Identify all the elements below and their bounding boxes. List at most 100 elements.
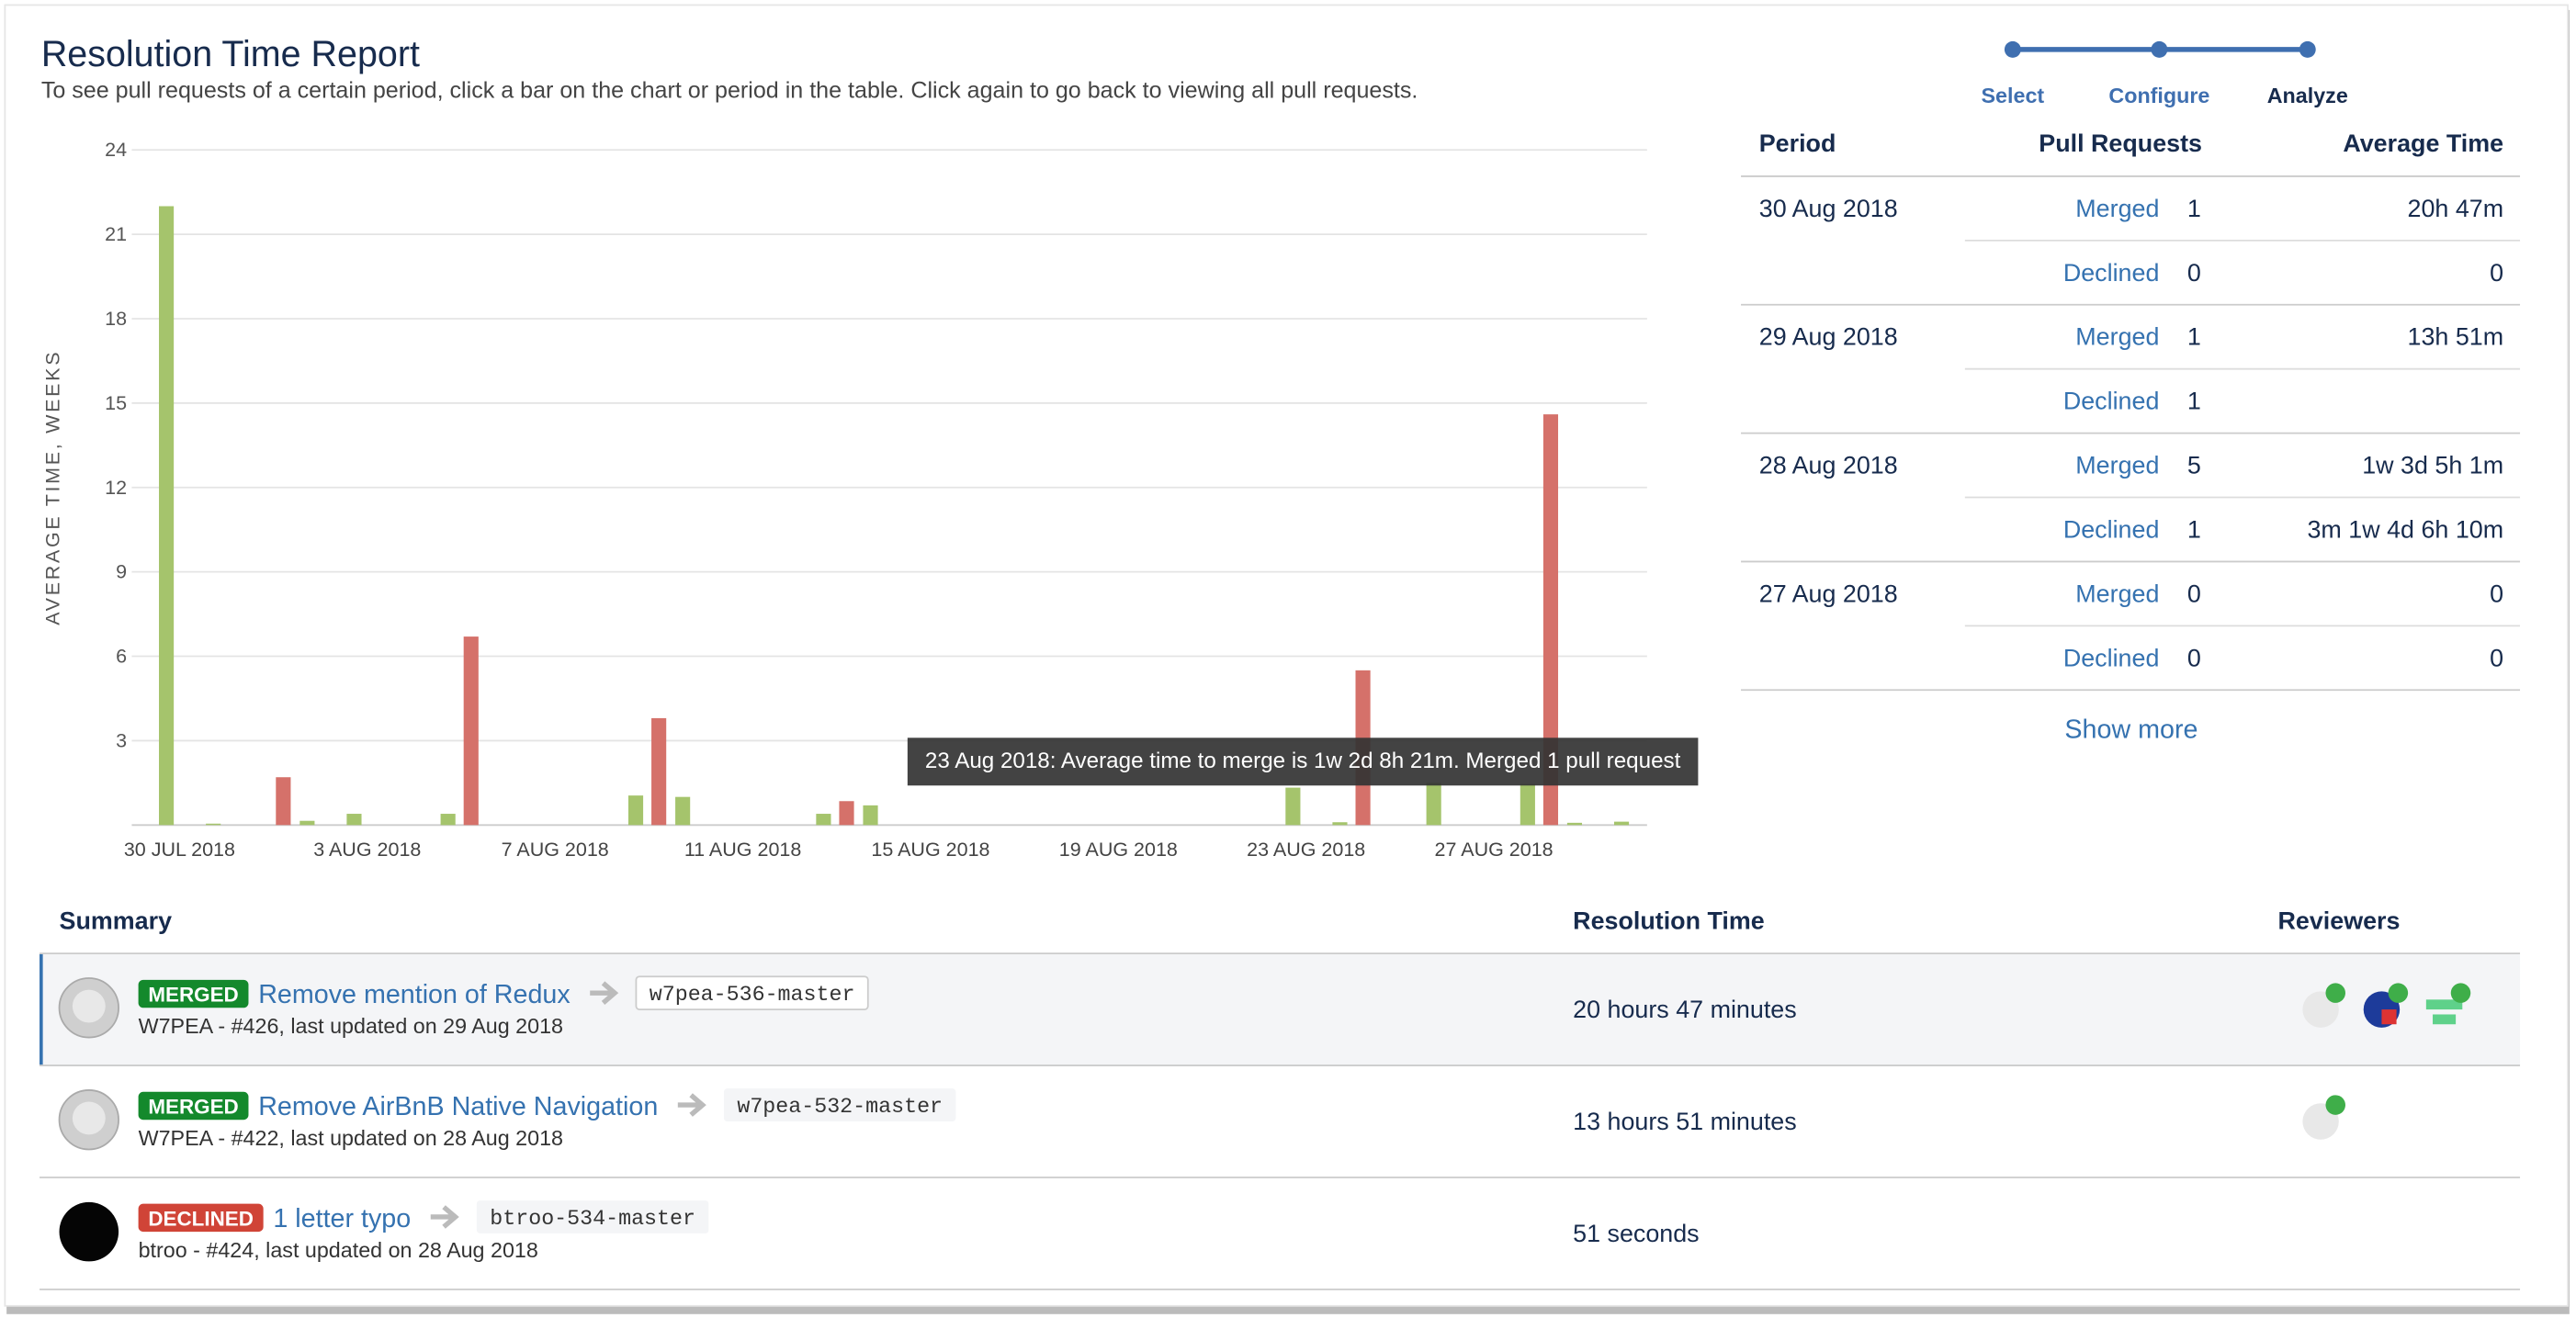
period-table: Period Pull Requests Average Time 30 Aug 20… [1741,130,2521,744]
pr-title[interactable]: Remove AirBnB Native Navigation [258,1092,658,1121]
bar[interactable] [863,805,878,826]
average-time: 3m 1w 4d 6h 10m [2307,515,2503,543]
bar[interactable] [206,823,221,826]
column-header: Summary [60,907,173,934]
period[interactable]: 29 Aug 2018 [1759,323,1898,351]
branch-name: w7pea-532-master [737,1095,943,1119]
status-link[interactable]: Merged [2075,323,2159,351]
bar[interactable] [1285,787,1301,826]
status-link[interactable]: Declined [2063,644,2160,671]
x-tick-label: 15 AUG 2018 [871,839,989,861]
status-link[interactable]: Merged [2075,452,2159,479]
column-header: Pull Requests [2039,130,2202,157]
approved-check [2325,983,2346,1003]
bar[interactable] [299,820,315,826]
bar[interactable] [440,814,456,826]
count: 5 [2187,452,2201,479]
x-tick-label: 27 AUG 2018 [1435,839,1554,861]
bar[interactable] [1332,822,1348,826]
y-tick-label: 9 [116,561,127,583]
y-tick-label: 24 [105,139,127,161]
bar[interactable] [1566,822,1583,826]
status-badge [138,979,249,1008]
count: 1 [2187,388,2201,415]
x-tick-label: 3 AUG 2018 [313,839,421,861]
period[interactable]: 27 Aug 2018 [1759,580,1898,607]
status-link[interactable]: Declined [2063,388,2160,415]
avatar-face [72,989,106,1023]
wizard-dot [2299,40,2316,58]
x-tick-label: 19 AUG 2018 [1059,839,1178,861]
row-highlight [40,953,2521,1066]
reviewer-avatar [2433,1014,2457,1025]
avatar-face [72,1101,106,1135]
column-header: Resolution Time [1573,907,1765,934]
wizard-step[interactable]: Configure [2108,84,2209,107]
bar[interactable] [463,636,479,826]
bar[interactable] [1542,414,1559,826]
branch-arrow [677,1093,706,1117]
approved-check [2388,983,2409,1003]
bar[interactable] [346,814,362,826]
bar[interactable] [627,795,644,826]
average-time: 20h 47m [2408,195,2504,222]
chart: 3 6 9 12 15 18 21 24 AVERAGE TIME, WEEKS 30 JUL 2… [41,139,1699,861]
avatar-pattern [2381,1009,2397,1025]
status-link[interactable]: Declined [2063,259,2160,287]
branch-name: btroo-534-master [490,1207,695,1231]
status-badge [138,1091,249,1121]
branch-name: w7pea-536-master [650,983,855,1007]
period[interactable]: 28 Aug 2018 [1759,452,1898,479]
average-time: 0 [2490,644,2503,671]
bar[interactable] [816,814,831,826]
wizard: Select Configure Analyze [1982,40,2348,107]
column-header: Average Time [2343,130,2503,157]
count: 0 [2187,644,2201,671]
bar[interactable] [159,206,175,826]
count: 1 [2187,195,2201,222]
resolution-time: 51 seconds [1573,1220,1699,1247]
count: 1 [2187,515,2201,543]
branch-box [724,1088,956,1122]
bar[interactable] [839,801,854,826]
count: 1 [2187,323,2201,351]
bar[interactable] [276,777,291,826]
y-tick-label: 6 [116,646,127,668]
x-tick-label: 30 JUL 2018 [124,839,235,861]
tooltip-text: 23 Aug 2018: Average time to merge is 1w… [925,749,1681,773]
pr-title[interactable]: 1 letter typo [273,1204,411,1233]
wizard-dot [2151,40,2168,58]
branch-arrow [430,1205,459,1229]
page-title: Resolution Time Report [41,34,420,74]
pr-meta: W7PEA - #426, last updated on 29 Aug 201… [139,1014,563,1038]
x-tick-label: 23 AUG 2018 [1247,839,1365,861]
bar[interactable] [675,796,691,826]
x-tick-label: 7 AUG 2018 [502,839,609,861]
bar[interactable] [1426,783,1441,826]
pr-meta: W7PEA - #422, last updated on 28 Aug 201… [139,1126,563,1150]
pr-title[interactable]: Remove mention of Redux [258,980,571,1009]
count: 0 [2187,259,2201,287]
reviewers [2302,983,2471,1140]
status-label: DECLINED [148,1207,254,1230]
status-link[interactable]: Merged [2075,580,2159,607]
resolution-time: 13 hours 51 minutes [1573,1108,1797,1135]
approved-check [2325,1095,2346,1115]
show-more[interactable]: Show more [2064,715,2198,744]
bar[interactable] [651,717,667,826]
wizard-step[interactable]: Select [1982,84,2045,107]
bar[interactable] [1520,783,1535,826]
column-header: Reviewers [2277,907,2400,934]
status-link[interactable]: Merged [2075,195,2159,222]
y-tick-label: 3 [116,729,127,751]
status-label: MERGED [148,983,238,1006]
branch-arrow [590,981,619,1005]
reviewer-avatar [2425,999,2463,1010]
y-tick-label: 18 [105,308,127,330]
bar[interactable] [1613,821,1630,826]
pr-meta: btroo - #424, last updated on 28 Aug 201… [139,1238,538,1262]
status-link[interactable]: Declined [2063,515,2160,543]
period[interactable]: 30 Aug 2018 [1759,195,1898,222]
